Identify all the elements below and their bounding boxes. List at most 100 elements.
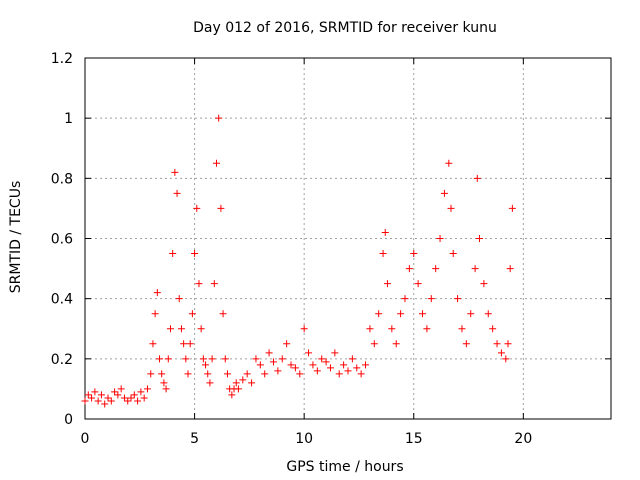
y-axis-label: SRMTID / TECUs <box>8 181 24 294</box>
data-point <box>151 310 159 318</box>
data-point <box>166 325 174 333</box>
data-point <box>296 370 304 378</box>
data-point <box>375 310 383 318</box>
data-point <box>101 400 109 408</box>
data-point <box>243 370 251 378</box>
data-point <box>261 370 269 378</box>
data-point <box>97 391 105 399</box>
data-point <box>252 355 260 363</box>
data-point <box>162 385 170 393</box>
x-axis-label: GPS time / hours <box>286 459 403 475</box>
x-tick-label: 10 <box>295 431 313 447</box>
data-point <box>506 265 514 273</box>
data-point <box>164 355 172 363</box>
data-point <box>476 235 483 242</box>
y-tick-label: 1.2 <box>51 51 73 67</box>
data-point <box>111 388 119 396</box>
data-point <box>219 310 227 318</box>
data-point <box>175 295 183 303</box>
data-point <box>140 394 148 402</box>
data-point <box>232 379 240 387</box>
data-point <box>173 189 181 197</box>
data-point <box>204 370 212 378</box>
data-point <box>331 349 339 357</box>
data-point <box>221 355 229 363</box>
data-point <box>193 204 201 212</box>
data-point <box>335 370 343 378</box>
data-point <box>388 325 396 333</box>
data-point <box>124 397 132 405</box>
data-point <box>143 385 151 393</box>
data-point <box>462 340 470 348</box>
data-point <box>217 204 225 212</box>
data-point <box>147 370 155 378</box>
data-point <box>449 250 457 258</box>
axis-ticks: 0 0.2 0.4 0.6 0.8 1 1.2 0 5 10 15 20 <box>51 51 611 447</box>
data-point <box>447 204 455 212</box>
data-point <box>397 310 405 318</box>
data-point <box>300 325 308 333</box>
data-point <box>182 355 190 363</box>
data-point <box>414 280 422 288</box>
y-tick-label: 0.6 <box>51 232 73 248</box>
data-point <box>156 355 164 363</box>
data-point <box>353 364 361 372</box>
data-point <box>423 325 431 333</box>
data-point <box>213 159 220 167</box>
data-point <box>454 295 462 303</box>
data-point <box>291 364 299 372</box>
data-point <box>91 388 99 396</box>
data-point <box>127 394 135 402</box>
data-point <box>171 168 179 176</box>
data-point <box>381 228 389 236</box>
data-point <box>120 394 128 402</box>
data-point <box>114 391 122 399</box>
x-tick-label: 5 <box>190 431 199 447</box>
data-point <box>177 325 185 333</box>
data-point <box>379 250 387 258</box>
x-tick-label: 20 <box>514 431 532 447</box>
data-point <box>278 355 286 363</box>
data-point <box>184 370 192 378</box>
data-point <box>223 370 231 378</box>
data-point <box>405 265 413 273</box>
data-point <box>228 391 236 399</box>
data-point <box>467 310 475 318</box>
data-point <box>497 349 505 357</box>
data-point <box>149 340 157 348</box>
data-point <box>239 376 247 384</box>
data-point <box>480 280 488 288</box>
chart-title: Day 012 of 2016, SRMTID for receiver kun… <box>193 20 497 36</box>
data-point <box>134 397 142 405</box>
y-tick-label: 0.8 <box>51 171 73 187</box>
data-point <box>458 325 466 333</box>
data-point <box>427 295 435 303</box>
data-point <box>107 397 115 405</box>
data-point <box>419 310 427 318</box>
data-point <box>283 340 291 348</box>
data-point <box>508 204 516 212</box>
data-point <box>256 361 264 369</box>
y-tick-label: 0.2 <box>51 352 73 368</box>
grid-lines <box>85 58 611 419</box>
y-tick-label: 1 <box>64 111 73 127</box>
data-point <box>432 265 440 273</box>
data-point <box>410 250 418 258</box>
data-point <box>199 355 207 363</box>
data-point <box>180 340 188 348</box>
y-tick-label: 0 <box>64 412 73 428</box>
data-point <box>313 367 321 375</box>
data-point <box>473 174 481 182</box>
data-point <box>137 388 145 396</box>
data-point <box>265 349 273 357</box>
data-point <box>370 340 378 348</box>
data-point <box>206 379 214 387</box>
data-point <box>344 367 352 375</box>
data-point <box>88 394 96 402</box>
data-point <box>383 280 391 288</box>
data-point <box>340 361 348 369</box>
data-point <box>362 361 370 369</box>
data-point <box>234 385 242 393</box>
data-point <box>197 325 205 333</box>
